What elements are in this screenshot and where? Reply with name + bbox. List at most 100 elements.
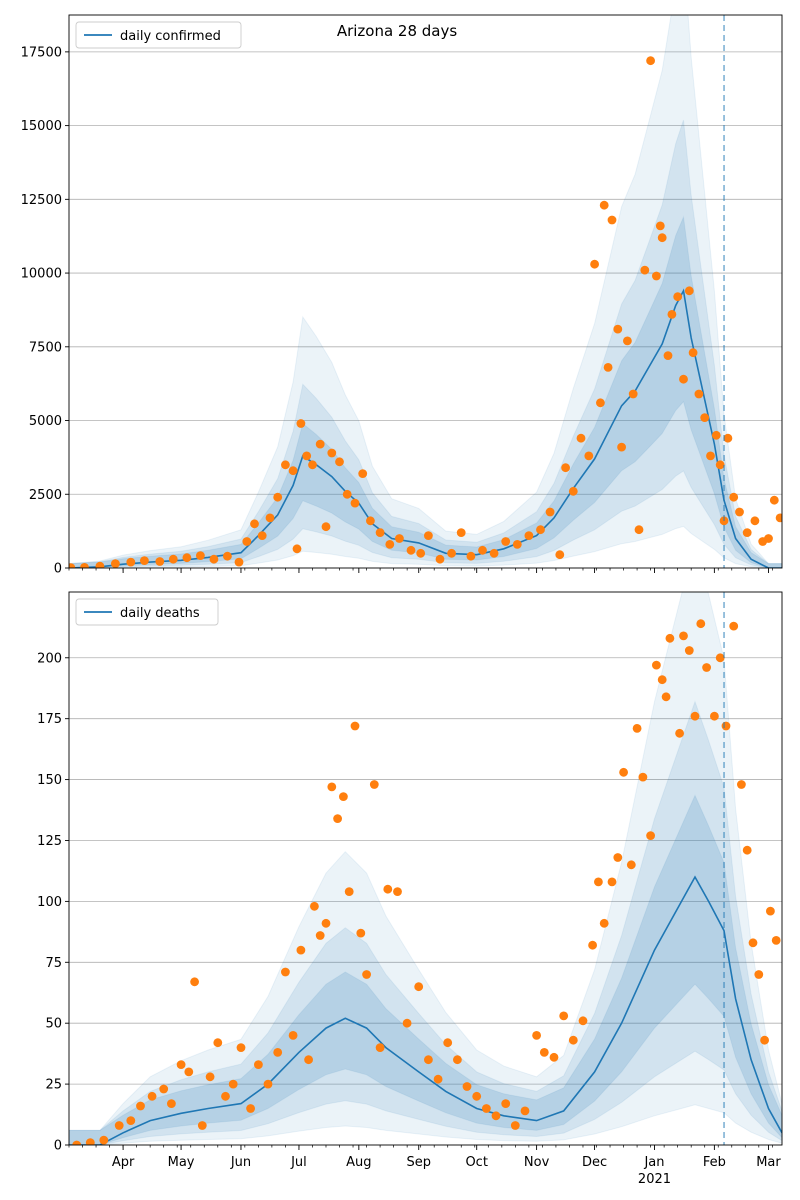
y-tick-label: 100 xyxy=(37,895,62,910)
data-point xyxy=(456,528,466,537)
legend-label: daily confirmed xyxy=(120,29,221,44)
confirmed-panel: 0 2500 5000 7500 10000 12500 15000 17500 daily c… xyxy=(21,14,783,577)
data-point xyxy=(424,531,433,540)
data-point xyxy=(273,1048,283,1057)
data-point xyxy=(414,982,424,992)
data-point xyxy=(462,1082,472,1091)
y-tick-label: 75 xyxy=(45,956,62,971)
data-point xyxy=(617,442,626,452)
data-point xyxy=(466,551,476,561)
data-point xyxy=(184,1067,194,1077)
data-point xyxy=(510,1121,520,1130)
data-point xyxy=(406,545,416,555)
y-tick-label: 10000 xyxy=(21,267,62,282)
data-point xyxy=(234,557,244,567)
data-point xyxy=(532,1031,541,1040)
data-point xyxy=(584,451,594,461)
x-tick-label: Jun xyxy=(230,1155,251,1170)
y-tick-label: 175 xyxy=(37,712,62,727)
data-point xyxy=(667,310,677,319)
data-point xyxy=(304,1055,313,1065)
data-point xyxy=(95,561,105,568)
x-tick-label: Sep xyxy=(406,1155,431,1170)
data-point xyxy=(383,884,393,894)
figure-title: Arizona 28 days xyxy=(337,22,458,40)
data-point xyxy=(167,1099,176,1108)
data-point xyxy=(729,621,739,631)
data-point xyxy=(561,463,570,473)
data-point xyxy=(729,492,739,502)
data-point xyxy=(168,554,178,564)
data-point xyxy=(221,1091,230,1101)
plot-area xyxy=(69,592,782,1145)
data-point xyxy=(321,918,331,928)
data-point xyxy=(114,1121,124,1130)
data-point xyxy=(310,901,319,911)
x-tick-label: Oct xyxy=(465,1155,487,1170)
data-point xyxy=(661,692,671,702)
uncertainty-band xyxy=(69,15,782,568)
data-point xyxy=(402,1018,412,1028)
data-point xyxy=(536,525,545,535)
data-point xyxy=(742,528,752,537)
data-point xyxy=(99,1135,109,1145)
y-tick-label: 15000 xyxy=(21,119,62,134)
data-point xyxy=(607,877,617,887)
data-point xyxy=(250,519,259,529)
data-point xyxy=(344,887,354,896)
data-point xyxy=(356,928,366,938)
y-tick-label: 0 xyxy=(54,562,62,577)
data-point xyxy=(126,1116,136,1125)
y-tick-label: 7500 xyxy=(29,340,62,355)
data-point xyxy=(710,711,719,721)
data-point xyxy=(435,554,445,564)
data-point xyxy=(296,419,306,428)
data-point xyxy=(539,1048,549,1057)
data-point xyxy=(482,1104,491,1113)
series-line xyxy=(69,875,782,1145)
data-point xyxy=(85,1138,95,1145)
uncertainty-band xyxy=(69,700,782,1145)
data-point xyxy=(72,1140,82,1145)
data-point xyxy=(366,516,375,526)
data-point xyxy=(715,460,725,470)
data-point xyxy=(706,451,715,461)
data-point xyxy=(619,767,628,777)
axes-frame xyxy=(68,591,783,1146)
data-point xyxy=(223,551,232,561)
data-point xyxy=(623,336,632,346)
data-point xyxy=(702,663,711,672)
data-point xyxy=(327,782,337,792)
y-tick-label: 12500 xyxy=(21,193,62,208)
data-point xyxy=(684,646,694,655)
data-point xyxy=(342,489,352,499)
data-point xyxy=(652,660,661,670)
data-point xyxy=(136,1101,145,1111)
data-point xyxy=(524,531,534,540)
data-point xyxy=(281,460,290,470)
data-point xyxy=(362,970,371,979)
data-point xyxy=(292,544,302,554)
data-point xyxy=(273,492,283,502)
data-point xyxy=(657,233,667,243)
data-point xyxy=(315,439,325,449)
data-point xyxy=(750,516,760,526)
data-point xyxy=(771,936,781,945)
y-tick-label: 0 xyxy=(54,1139,62,1154)
data-point xyxy=(742,845,752,855)
data-point xyxy=(358,469,368,478)
data-point xyxy=(257,531,267,540)
data-point xyxy=(315,931,325,940)
data-point xyxy=(679,374,688,384)
y-tick-label: 2500 xyxy=(29,488,62,503)
data-point xyxy=(568,486,578,496)
y-tick-label: 5000 xyxy=(29,414,62,429)
data-point xyxy=(694,389,704,399)
data-point xyxy=(599,918,609,928)
data-point xyxy=(416,548,426,558)
data-point xyxy=(236,1043,246,1052)
data-point xyxy=(576,433,586,443)
data-point xyxy=(588,940,597,950)
data-point xyxy=(254,1060,263,1069)
